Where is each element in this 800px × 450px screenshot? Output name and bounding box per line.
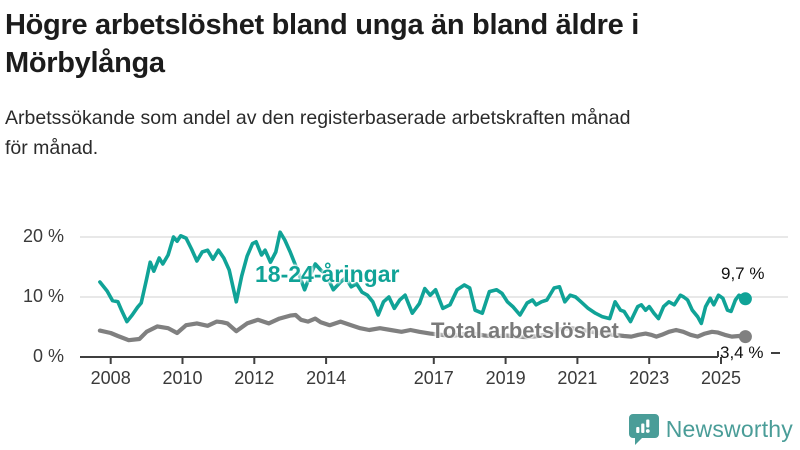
chart-subtitle: Arbetssökande som andel av den registerb… — [5, 107, 631, 159]
series-line-total — [97, 312, 748, 343]
page-title: Högre arbetslöshet bland unga än bland ä… — [5, 9, 639, 79]
series-end-dot-total — [738, 330, 752, 344]
brand-name: Newsworthy — [665, 415, 793, 442]
header: Högre arbetslöshet bland unga än bland ä… — [5, 6, 717, 163]
series-end-dot-18-24 — [738, 292, 752, 306]
bar-chart-speech-bubble-icon — [628, 414, 659, 445]
series-line-18-24 — [98, 230, 748, 326]
newsworthy-logo: Newsworthy — [628, 413, 793, 445]
